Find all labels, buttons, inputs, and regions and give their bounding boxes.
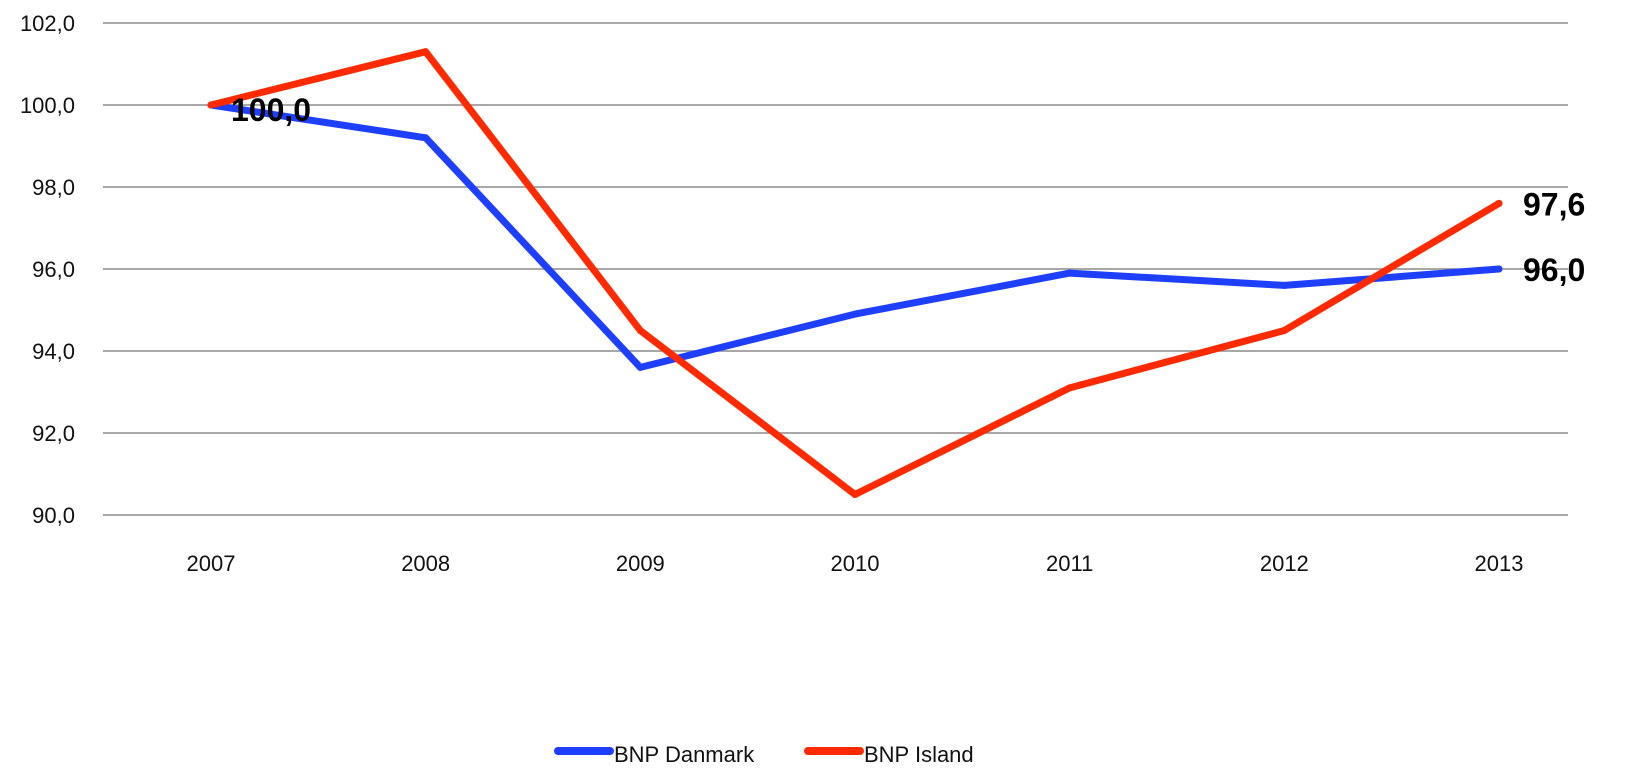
- y-tick-label: 92,0: [32, 421, 75, 446]
- y-tick-label: 94,0: [32, 339, 75, 364]
- data-point: [1066, 269, 1074, 277]
- data-point: [1495, 265, 1503, 273]
- x-axis-ticks: 2007 2008 2009 2010 2011 2012 2013: [187, 551, 1524, 576]
- data-point: [207, 101, 215, 109]
- series-line-1: [207, 101, 1503, 371]
- series-lines: [207, 48, 1503, 498]
- data-labels: 100,0 96,0 97,6: [231, 92, 1585, 288]
- data-point: [1495, 199, 1503, 207]
- data-label: 100,0: [231, 92, 311, 128]
- series-line-2: [207, 48, 1503, 498]
- data-point: [851, 310, 859, 318]
- legend-label: BNP Island: [864, 742, 974, 767]
- y-tick-label: 102,0: [20, 11, 75, 36]
- data-point: [422, 134, 430, 142]
- x-tick-label: 2009: [616, 551, 665, 576]
- x-tick-label: 2007: [187, 551, 236, 576]
- data-point: [851, 491, 859, 498]
- data-point: [636, 363, 644, 371]
- y-tick-label: 100,0: [20, 93, 75, 118]
- legend-label: BNP Danmark: [614, 742, 755, 767]
- data-point: [422, 48, 430, 56]
- y-tick-label: 96,0: [32, 257, 75, 282]
- x-tick-label: 2011: [1046, 551, 1093, 576]
- data-point: [1280, 281, 1288, 289]
- y-axis-ticks: 90,0 92,0 94,0 96,0 98,0 100,0 102,0: [20, 11, 75, 528]
- data-point: [1066, 384, 1074, 392]
- x-tick-label: 2010: [831, 551, 880, 576]
- gridlines: [103, 22, 1568, 516]
- y-tick-label: 98,0: [32, 175, 75, 200]
- x-tick-label: 2008: [401, 551, 450, 576]
- y-tick-label: 90,0: [32, 503, 75, 528]
- x-tick-label: 2013: [1475, 551, 1524, 576]
- data-label: 96,0: [1523, 252, 1585, 288]
- data-point: [1280, 327, 1288, 334]
- legend: BNP Danmark BNP Island: [554, 742, 974, 767]
- data-label: 97,6: [1523, 186, 1585, 222]
- x-tick-label: 2012: [1260, 551, 1309, 576]
- data-point: [636, 327, 644, 334]
